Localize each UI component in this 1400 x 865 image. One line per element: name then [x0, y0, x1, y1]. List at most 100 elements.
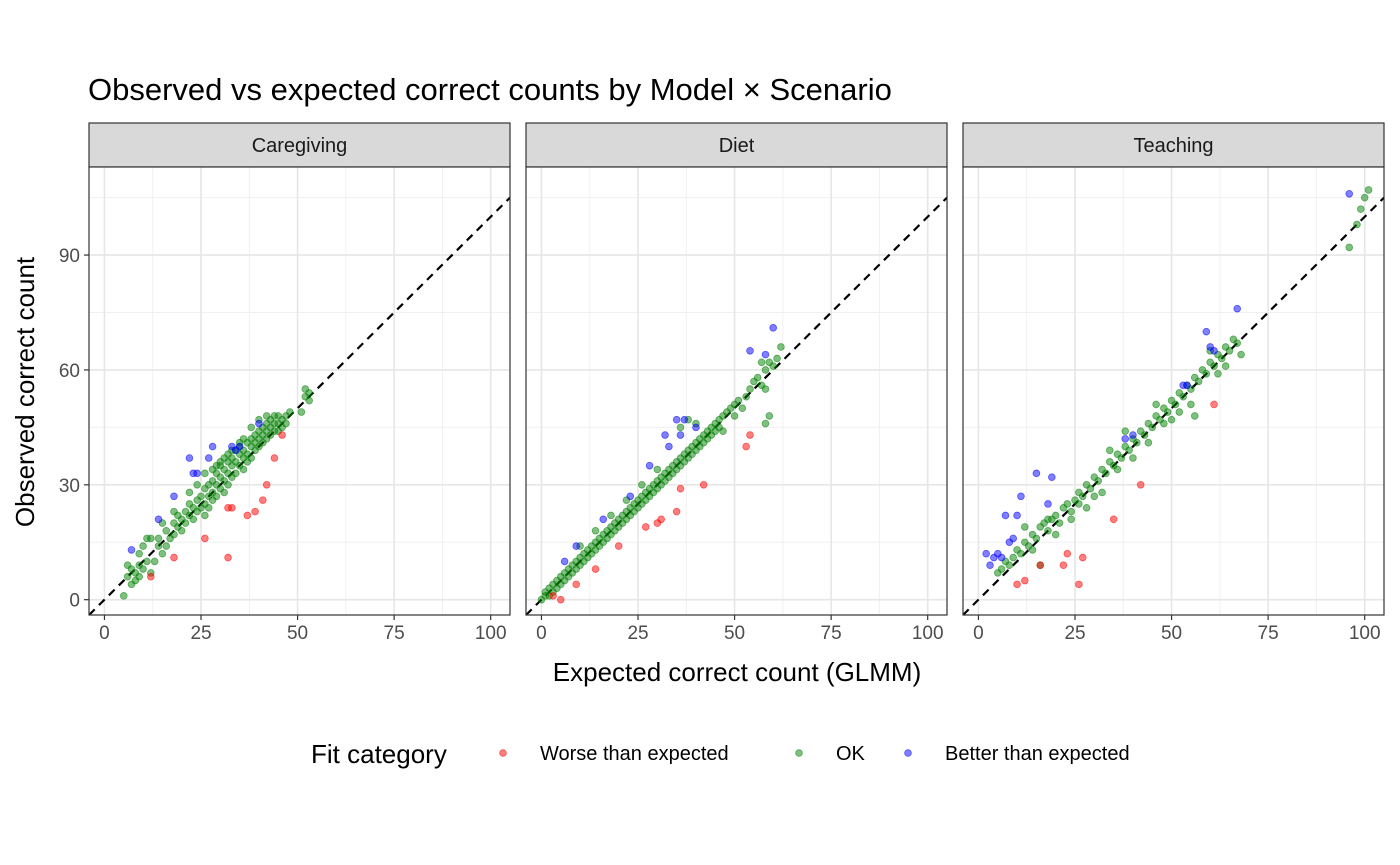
data-point-ok — [757, 358, 766, 367]
data-point-ok — [177, 526, 186, 535]
data-point-better — [208, 442, 217, 451]
data-point-ok — [158, 549, 167, 558]
data-point-ok — [607, 511, 615, 520]
data-point-ok — [1160, 419, 1168, 428]
data-point-ok — [1044, 526, 1052, 535]
data-point-better — [1001, 511, 1010, 520]
x-tick-label: 50 — [1161, 623, 1182, 644]
data-point-ok — [1020, 523, 1029, 531]
facet-strip — [525, 122, 948, 168]
y-tick-label: 60 — [59, 361, 80, 382]
data-point-ok — [746, 385, 754, 393]
data-point-ok — [1098, 488, 1106, 497]
facet-panels: Caregiving 0 25 50 75 100 0 30 60 90 Diet 0 25 50 75 10… — [59, 122, 1385, 644]
data-point-ok — [143, 557, 151, 566]
data-point-ok — [1075, 500, 1083, 508]
data-point-ok — [282, 419, 290, 428]
legend-entry-worse: Worse than expected — [499, 743, 729, 765]
data-point-ok — [1233, 339, 1242, 347]
legend: Fit category Worse than expected OK Better… — [311, 739, 1130, 769]
data-point-ok — [1121, 427, 1130, 436]
series-better — [560, 324, 777, 566]
data-point-better — [1345, 190, 1354, 198]
data-point-ok — [189, 515, 198, 524]
chart-title: Observed vs expected correct counts by M… — [88, 72, 892, 107]
data-point-better — [761, 350, 770, 359]
data-point-ok — [181, 519, 190, 527]
data-point-worse — [572, 580, 581, 589]
data-point-better — [560, 557, 569, 566]
data-point-worse — [699, 481, 708, 489]
x-tick-label: 100 — [475, 623, 507, 644]
legend-key-worse — [499, 749, 507, 757]
data-point-ok — [1133, 438, 1141, 447]
series-worse — [549, 431, 754, 604]
y-axis-label: Observed correct count — [10, 256, 40, 527]
data-point-ok — [1187, 400, 1195, 409]
plot-background — [89, 167, 510, 615]
facet-strip-label: Diet — [719, 135, 755, 157]
data-point-worse — [1136, 481, 1145, 489]
data-point-ok — [1353, 220, 1361, 229]
data-point-ok — [162, 526, 171, 535]
data-point-ok — [1017, 549, 1025, 558]
x-tick-label: 25 — [190, 623, 211, 644]
data-point-worse — [591, 565, 600, 573]
data-point-ok — [154, 534, 163, 543]
data-point-worse — [1075, 580, 1083, 589]
x-tick-label: 100 — [1349, 623, 1381, 644]
data-point-ok — [1357, 205, 1365, 213]
data-point-worse — [1063, 549, 1072, 558]
data-point-ok — [123, 572, 132, 581]
data-point-ok — [1345, 243, 1354, 252]
data-point-better — [1017, 492, 1025, 501]
x-tick-label: 75 — [821, 623, 842, 644]
x-axis-label: Expected correct count (GLMM) — [553, 657, 921, 687]
data-point-better — [1048, 473, 1056, 481]
data-point-ok — [305, 389, 313, 397]
series-worse — [146, 431, 286, 581]
data-point-better — [680, 415, 689, 424]
y-tick-label: 90 — [59, 246, 80, 267]
legend-title: Fit category — [311, 739, 447, 769]
data-point-worse — [556, 595, 565, 604]
data-point-ok — [1364, 186, 1373, 194]
x-tick-label: 75 — [1258, 623, 1279, 644]
data-point-worse — [262, 481, 271, 489]
panel-border — [525, 166, 948, 616]
data-point-better — [645, 461, 654, 470]
data-point-better — [193, 469, 201, 478]
facet-strip-label: Teaching — [1133, 135, 1213, 157]
data-point-ok — [1190, 412, 1199, 420]
data-point-better — [769, 324, 777, 332]
data-point-worse — [742, 442, 750, 451]
data-point-worse — [549, 592, 557, 600]
data-point-ok — [1217, 354, 1226, 363]
data-point-ok — [1144, 438, 1153, 447]
data-point-worse — [1210, 400, 1218, 409]
data-point-worse — [614, 542, 623, 550]
facet-panel-diet: Diet 0 25 50 75 100 — [525, 122, 948, 644]
data-point-worse — [201, 534, 209, 543]
data-point-ok — [1148, 423, 1157, 432]
data-point-worse — [641, 523, 650, 531]
data-point-ok — [224, 481, 232, 489]
data-point-better — [676, 431, 685, 439]
data-point-ok — [139, 565, 147, 573]
data-point-ok — [262, 412, 271, 420]
data-point-better — [1121, 435, 1130, 443]
data-point-ok — [204, 503, 213, 512]
x-tick-label: 0 — [973, 623, 984, 644]
data-point-ok — [1140, 431, 1149, 439]
facet-strip — [962, 122, 1385, 168]
y-tick-label: 30 — [59, 476, 80, 497]
data-point-ok — [1105, 446, 1114, 455]
legend-entry-ok: OK — [795, 743, 866, 765]
data-point-better — [626, 492, 635, 501]
data-point-ok — [761, 385, 770, 393]
data-point-ok — [777, 343, 785, 351]
data-point-ok — [1032, 534, 1041, 543]
data-point-ok — [653, 465, 662, 474]
data-point-ok — [1102, 469, 1110, 478]
